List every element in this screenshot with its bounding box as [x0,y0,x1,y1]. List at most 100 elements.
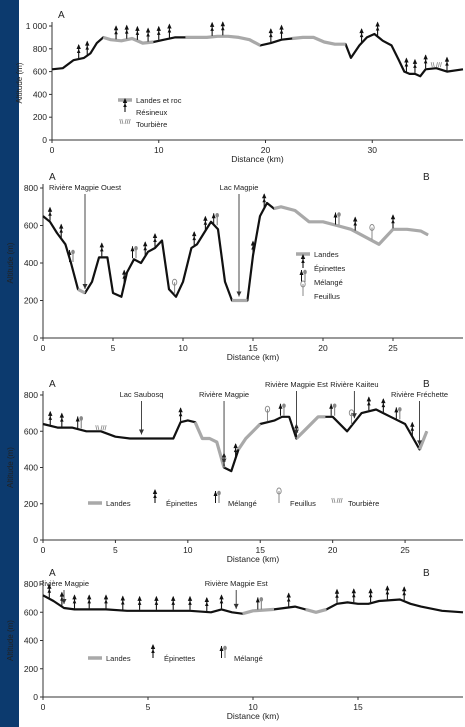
vegetation-marker-spruce-crown-low [367,401,371,406]
vegetation-marker-spruce-crown-low [233,448,238,453]
vegetation-marker-hardwood-leaf [369,224,375,231]
barren-segment [305,607,327,614]
annotation-label: Rivière Magpie Ouest [49,183,122,192]
vegetation-marker-peat-blade [338,497,341,504]
vegetation-marker-peat-blade [333,497,336,504]
vegetation-marker-conifer-crown [145,27,151,33]
vegetation-marker-conifer-crown-low [269,33,273,38]
y-tick-label: 0 [42,135,47,145]
vegetation-marker-peat-blade [95,425,98,431]
vegetation-marker-mixed-crown [75,416,80,422]
vegetation-marker-peat-blade [336,497,339,504]
chart-panel: 0 200 400 600 800 1 000 0 10 20 30 Distance (km) Al… [15,10,464,164]
vegetation-marker-conifer-crown [135,25,140,31]
vegetation-marker-conifer-crown [359,28,364,34]
vegetation-marker [152,233,158,247]
vegetation-marker-spruce-crown [262,193,267,199]
vegetation-marker-spruce-crown-low [262,198,266,203]
vegetation-marker-spruce-crown [143,241,148,247]
vegetation-marker [348,409,355,425]
legend-label: Landes et roc [136,96,182,105]
vegetation-marker-spruce-crown [300,254,306,259]
vegetation-marker [333,212,341,225]
vegetation-marker-spruce-crown-low [353,221,357,226]
vegetation-marker-spruce-crown-low [121,600,125,605]
x-tick-label: 30 [368,145,378,155]
legend-label: Mélangé [228,499,257,508]
vegetation-marker-spruce-crown-low [153,238,157,242]
annotation-arrowhead [351,413,357,419]
vegetation-marker-spruce-crown [154,595,159,601]
vegetation-marker-spruce-crown [233,443,238,449]
vegetation-marker [412,58,418,73]
vegetation-marker [402,586,407,601]
legend-label: Landes [106,499,131,508]
vegetation-marker-spruce-crown-low [143,246,147,251]
vegetation-marker-spruce-crown-low [178,412,183,417]
elevation-profile-line [42,201,429,302]
vegetation-marker-spruce-crown [286,592,291,598]
legend-label: Feuillus [314,292,340,301]
vegetation-marker-conifer-crown-low [123,103,127,107]
vegetation-marker [381,398,386,413]
vegetation-marker-conifer-crown-low [375,26,380,31]
x-tick-label: 5 [113,545,118,555]
annotation-arrowhead [138,429,144,435]
vegetation-marker-mixed-leaf [303,269,307,275]
vegetation-marker [187,595,193,610]
vegetation-marker [255,597,264,610]
y-tick-label: 800 [24,183,38,193]
vegetation-marker [85,40,90,55]
x-tick-label: 0 [50,145,55,155]
vegetation-marker-conifer-crown [113,25,119,31]
vegetation-marker [120,595,125,610]
x-tick-label: 10 [248,702,258,712]
vegetation-marker-spruce-crown [250,240,256,246]
vegetation-marker-mixed-leaf [282,403,286,409]
vegetation-marker [95,425,107,431]
vegetation-marker-spruce-crown-low [137,600,142,605]
vegetation-marker-peat-blade [439,62,442,68]
vegetation-marker-mixed-crown [219,646,224,651]
vegetation-marker-spruce-crown-low [48,211,52,216]
vegetation-marker-conifer-crown [85,40,90,46]
vegetation-marker-conifer-crown [220,21,226,27]
vegetation-marker-spruce-crown-low [391,219,395,224]
y-axis-title: Altitude (m) [6,447,15,488]
vegetation-marker-hardwood-leaf [348,409,355,417]
vegetation-marker-spruce-crown [410,421,415,427]
vegetation-marker-spruce-crown [137,595,142,601]
vegetation-marker [366,396,372,411]
y-tick-label: 1 000 [26,21,48,31]
vegetation-marker-mixed-leaf [79,416,84,421]
vegetation-marker [220,21,226,36]
annotation-label: Rivière Magpie [199,390,249,399]
legend-label: Landes [106,654,131,663]
legend-label: Tourbière [348,499,379,508]
vegetation-marker [359,28,364,43]
vegetation-marker-conifer-crown-low [146,32,150,37]
vegetation-marker [394,407,402,420]
vegetation-marker-spruce-crown [48,410,53,416]
vegetation-marker-conifer-crown-low [156,30,161,35]
vegetation-marker-peat-blade [100,425,103,431]
vegetation-marker-conifer-crown [76,44,81,50]
vegetation-marker-peat-blade [430,62,433,68]
vegetation-marker-peat-blade [435,62,438,68]
vegetation-marker-spruce-crown-low [153,494,157,498]
y-tick-label: 400 [24,463,38,473]
barren-segment [242,607,275,616]
vegetation-marker [334,588,340,603]
panel-letter-end: B [423,172,430,183]
barren-segment [273,205,429,246]
vegetation-marker-conifer-crown [444,56,450,62]
vegetation-marker-hardwood-leaf [264,405,271,413]
vegetation-marker-spruce-crown-low [60,417,64,422]
chart-legend: Landes Épinettes Mélangé Feuillus [296,250,346,301]
x-tick-label: 20 [328,545,338,555]
vegetation-marker-conifer-crown [412,58,418,64]
vegetation-marker [444,56,450,71]
annotation-label: Rivière Fréchette [391,390,448,399]
side-bar [0,0,19,727]
